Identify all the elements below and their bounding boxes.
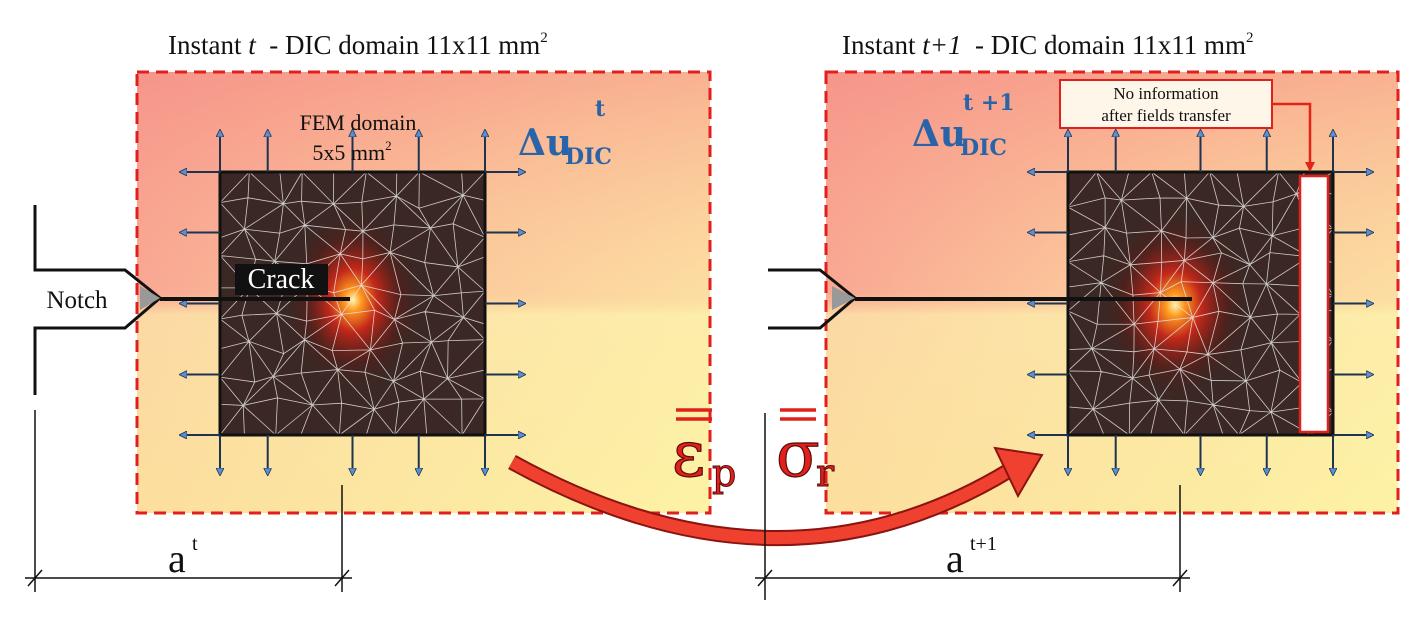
displacement-subscript: DIC bbox=[565, 144, 612, 170]
empty-region bbox=[1298, 174, 1330, 434]
title-prefix: Instant bbox=[168, 30, 248, 60]
title-instant: t+1 bbox=[922, 30, 961, 60]
panel-title: Instant t - DIC domain 11x11 mm2 bbox=[168, 30, 548, 60]
dimension-lines bbox=[25, 410, 1190, 600]
displacement-superscript: t bbox=[595, 96, 606, 122]
crack-label: Crack bbox=[248, 264, 315, 295]
title-exponent: 2 bbox=[1246, 30, 1254, 46]
stress-subscript: r bbox=[816, 451, 835, 495]
note-box bbox=[1059, 79, 1273, 129]
title-prefix: Instant bbox=[842, 30, 922, 60]
displacement-symbol: Δu bbox=[518, 122, 572, 164]
notch-label: Notch bbox=[46, 287, 108, 314]
stress-symbol: σ bbox=[776, 418, 820, 492]
boundary-arrows bbox=[182, 132, 1371, 473]
notch-tip bbox=[832, 286, 855, 310]
strain-field bbox=[1100, 210, 1250, 400]
crack-label-box bbox=[235, 264, 328, 295]
panel-title: Instant t+1 - DIC domain 11x11 mm2 bbox=[842, 30, 1253, 60]
fem-size-text: 5x5 mm bbox=[312, 140, 385, 165]
title-suffix: - DIC domain 11x11 mm bbox=[256, 30, 540, 60]
crack-length-symbol: a bbox=[168, 536, 186, 581]
fem-exponent: 2 bbox=[385, 138, 392, 153]
displacement-superscript: t +1 bbox=[963, 90, 1015, 116]
crack-length-superscript: t bbox=[192, 533, 198, 555]
title-suffix: - DIC domain 11x11 mm bbox=[961, 30, 1245, 60]
crack-length-symbol: a bbox=[946, 536, 964, 581]
note-arrow bbox=[1272, 102, 1315, 172]
fem-size: 5x5 mm2 bbox=[312, 138, 391, 165]
note-line: No information bbox=[1113, 84, 1219, 103]
crack-length-superscript: t+1 bbox=[970, 533, 997, 555]
strain-subscript: p bbox=[712, 451, 736, 495]
notch-tip bbox=[140, 286, 160, 310]
title-instant: t bbox=[248, 30, 257, 60]
displacement-subscript: DIC bbox=[960, 135, 1007, 161]
transfer-arrow bbox=[509, 456, 1014, 544]
note-line: after fields transfer bbox=[1101, 106, 1231, 125]
title-exponent: 2 bbox=[540, 30, 548, 46]
transfer-arrow-head bbox=[993, 446, 1044, 499]
strain-symbol: ε bbox=[672, 418, 705, 492]
displacement-symbol: Δu bbox=[912, 113, 966, 155]
fem-label: FEM domain bbox=[300, 110, 417, 135]
